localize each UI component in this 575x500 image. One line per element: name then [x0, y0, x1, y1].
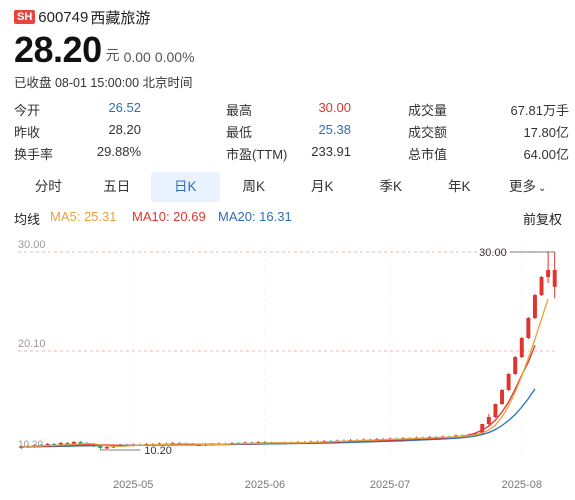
- stat-label-low: 最低: [226, 125, 253, 140]
- candle: [519, 338, 524, 357]
- price-change-percent: 0.00%: [154, 49, 195, 65]
- low-annotation-left: 10.20: [18, 440, 43, 451]
- chevron-down-icon: ⌄: [538, 183, 547, 194]
- stats-row: 换手率 29.88% 市盈(TTM) 233.91 总市值 64.00亿: [14, 142, 569, 164]
- candle: [493, 404, 498, 417]
- market-status: 已收盘 08-01 15:00:00 北京时间: [14, 76, 193, 90]
- stats-row: 今开 26.52 最高 30.00 成交量 67.81万手: [14, 98, 569, 120]
- price-row: 28.20 元 0.00 0.00%: [14, 30, 195, 70]
- stock-header: SH 600749 西藏旅游: [14, 6, 150, 28]
- x-tick-label: 2025-06: [245, 479, 285, 491]
- candle: [19, 446, 24, 448]
- y-tick-label: 20.10: [18, 338, 46, 350]
- ma5-value: MA5: 25.31: [50, 209, 117, 224]
- ma-legend: 均线 MA5: 25.31 MA10: 20.69 MA20: 16.31 前复…: [14, 207, 562, 227]
- high-annotation: 30.00: [479, 247, 507, 259]
- ma20-line: [21, 388, 536, 448]
- stat-label-turnover: 成交额: [408, 125, 448, 140]
- stock-name: 西藏旅游: [90, 9, 151, 27]
- candle: [552, 270, 557, 287]
- tab-weekly-k[interactable]: 周K: [242, 179, 265, 194]
- exchange-badge: SH: [14, 10, 36, 24]
- stat-label-volume: 成交量: [408, 103, 448, 118]
- candle: [486, 417, 491, 424]
- tab-more[interactable]: 更多 ⌄: [494, 172, 563, 202]
- stat-label-pe: 市盈(TTM): [226, 147, 288, 162]
- ma5-line: [21, 298, 549, 448]
- stat-value-pe: 233.91: [311, 144, 351, 159]
- stat-value-volume: 67.81万手: [510, 103, 569, 118]
- low-annotation: 10.20: [144, 445, 172, 457]
- candle: [506, 374, 511, 390]
- candle: [65, 443, 70, 445]
- tab-quarterly-k[interactable]: 季K: [379, 179, 402, 194]
- tab-intraday[interactable]: 分时: [34, 179, 62, 194]
- stat-label-market-cap: 总市值: [408, 147, 448, 162]
- stat-value-prev-close: 28.20: [108, 122, 141, 137]
- candle: [104, 447, 109, 449]
- stat-value-turnover: 17.80亿: [523, 125, 569, 140]
- ma10-line: [21, 344, 536, 448]
- stats-row: 昨收 28.20 最低 25.38 成交额 17.80亿: [14, 120, 569, 142]
- tab-more-label: 更多: [509, 179, 537, 194]
- ma20-value: MA20: 16.31: [218, 209, 292, 224]
- y-tick-label: 30.00: [18, 239, 46, 251]
- stock-code: 600749: [38, 8, 89, 26]
- x-tick-label: 2025-08: [502, 479, 542, 491]
- stat-value-low: 25.38: [318, 122, 351, 137]
- tab-five-day[interactable]: 五日: [103, 179, 131, 194]
- tab-yearly-k[interactable]: 年K: [447, 179, 471, 194]
- candle: [58, 443, 63, 445]
- stat-value-high: 30.00: [318, 100, 351, 115]
- candle: [480, 424, 485, 434]
- candle: [513, 357, 518, 374]
- tab-monthly-k[interactable]: 月K: [310, 179, 334, 194]
- tab-daily-k[interactable]: 日K: [151, 172, 220, 202]
- stat-label-high: 最高: [226, 103, 253, 118]
- candle: [500, 390, 504, 404]
- x-tick-label: 2025-07: [370, 479, 410, 491]
- ma10-value: MA10: 20.69: [132, 209, 206, 224]
- stats-grid: 今开 26.52 最高 30.00 成交量 67.81万手 昨收 28.20 最…: [14, 98, 569, 164]
- price-adjust-toggle[interactable]: 前复权: [522, 212, 562, 227]
- stat-value-market-cap: 64.00亿: [523, 147, 569, 162]
- current-price: 28.20: [14, 29, 102, 70]
- candle: [526, 318, 531, 338]
- candle: [539, 277, 544, 295]
- stat-label-turnover-rate: 换手率: [14, 147, 54, 162]
- period-tabs: 分时 五日 日K 周K 月K 季K 年K 更多 ⌄: [14, 172, 562, 202]
- stat-value-turnover-rate: 29.88%: [96, 144, 141, 159]
- candle: [532, 295, 537, 318]
- stat-value-open: 26.52: [108, 100, 141, 115]
- ma-label: 均线: [14, 212, 41, 227]
- stat-label-prev-close: 昨收: [14, 125, 41, 140]
- candle: [78, 442, 83, 444]
- price-unit: 元: [105, 47, 120, 63]
- candle: [72, 442, 76, 444]
- price-change: 0.00: [123, 49, 151, 65]
- x-tick-label: 2025-05: [113, 479, 153, 491]
- candle: [98, 446, 103, 448]
- candlestick-chart[interactable]: 30.00 20.10 2025-05 2025-06 2025-07 2025-08 30…: [0, 236, 575, 500]
- stat-label-open: 今开: [14, 103, 41, 118]
- candle: [546, 270, 551, 277]
